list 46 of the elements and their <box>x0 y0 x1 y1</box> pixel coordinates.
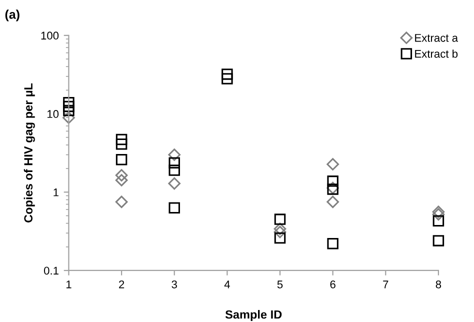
point <box>222 73 233 84</box>
point <box>222 68 233 80</box>
x-tick-label: 4 <box>224 280 230 288</box>
point <box>168 202 180 214</box>
point <box>326 158 339 170</box>
point <box>168 148 181 161</box>
x-tick-label: 5 <box>277 280 283 288</box>
y-tick-label: 1 <box>54 188 58 196</box>
point <box>432 206 445 218</box>
point <box>63 104 74 116</box>
y-axis-title: Copies of HIV gag per µL <box>24 83 35 222</box>
point <box>115 169 128 182</box>
x-tick-label: 1 <box>66 280 72 288</box>
legend-label: Extract a <box>415 34 458 42</box>
x-axis-title: Sample ID <box>225 310 282 322</box>
point <box>115 174 128 186</box>
point <box>116 154 128 166</box>
point <box>116 138 128 150</box>
point <box>327 176 338 187</box>
x-tick-label: 3 <box>172 280 177 288</box>
point <box>63 100 74 112</box>
point <box>432 208 445 221</box>
point <box>274 214 286 225</box>
y-tick-label: 10 <box>47 110 59 118</box>
x-tick-label: 6 <box>330 280 336 288</box>
point <box>115 196 128 208</box>
point <box>168 164 180 176</box>
point <box>432 215 444 226</box>
point <box>326 196 339 208</box>
y-tick-label: 0.1 <box>44 266 58 275</box>
x-tick-label: 2 <box>119 280 124 288</box>
point <box>62 112 75 124</box>
point <box>432 235 444 246</box>
x-tick-label: 7 <box>383 280 388 288</box>
x-tick-label: 8 <box>436 280 442 288</box>
point <box>168 177 181 190</box>
point <box>274 222 286 236</box>
point <box>274 232 286 244</box>
point <box>274 226 286 238</box>
point <box>168 157 180 169</box>
chart-title: (a) <box>5 10 20 22</box>
point <box>116 134 128 146</box>
y-tick-label: 100 <box>41 32 59 40</box>
point <box>63 96 74 108</box>
legend-label: Extract b <box>415 50 458 58</box>
point <box>327 238 338 250</box>
